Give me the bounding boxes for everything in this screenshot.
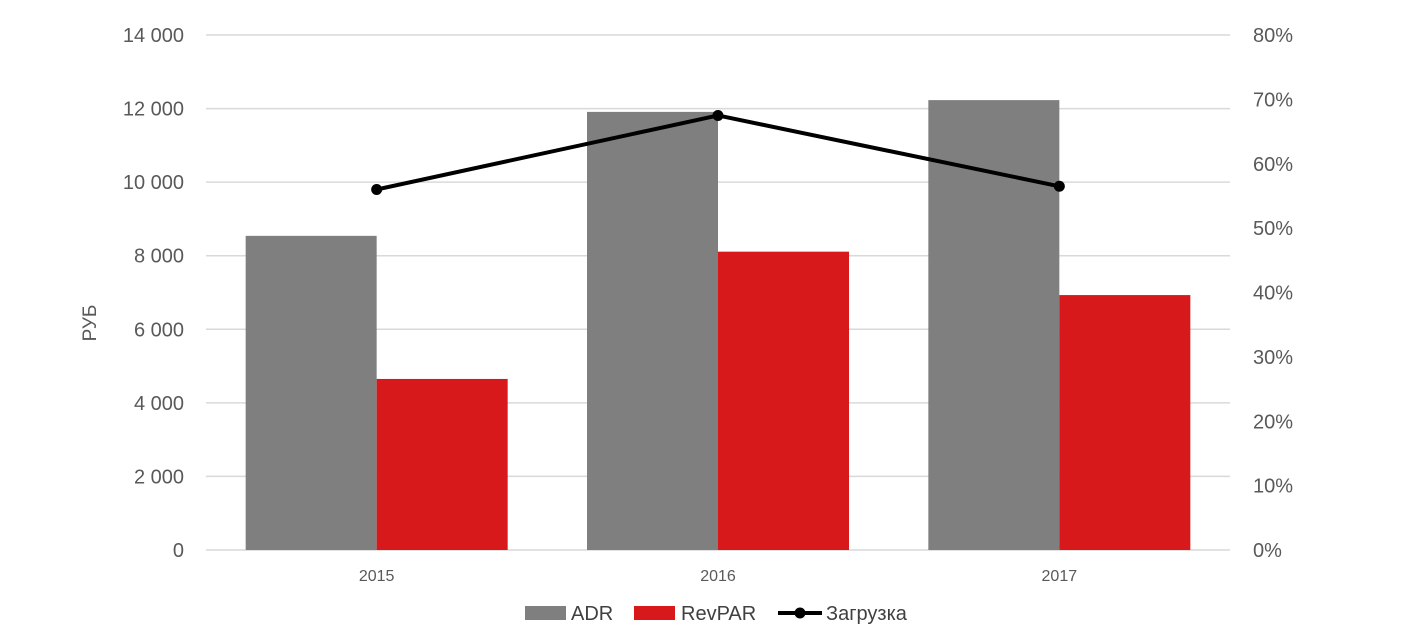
legend-swatch-adr [525, 606, 566, 620]
legend-swatch-revpar [634, 606, 675, 620]
left-axis-tick-label: 2 000 [134, 466, 184, 488]
left-axis-tick-label: 0 [173, 540, 184, 562]
right-axis-tick-label: 10% [1253, 476, 1293, 498]
left-axis-ticks: 0 2 000 4 000 6 000 8 000 10 000 12 000 14 000 [123, 25, 184, 562]
left-axis-tick-label: 6 000 [134, 319, 184, 341]
x-axis-tick-label: 2016 [700, 568, 736, 585]
left-axis-tick-label: 8 000 [134, 246, 184, 268]
right-axis-tick-label: 70% [1253, 89, 1293, 111]
right-axis-tick-label: 80% [1253, 25, 1293, 47]
legend-label: RevPAR [681, 603, 756, 625]
right-axis-tick-label: 40% [1253, 283, 1293, 305]
right-axis-tick-label: 60% [1253, 154, 1293, 176]
x-axis-tick-label: 2015 [359, 568, 395, 585]
left-axis-tick-label: 4 000 [134, 393, 184, 415]
bar-revpar-2017 [1059, 295, 1191, 550]
bar-adr-2017 [928, 100, 1060, 550]
bar-adr-2015 [245, 235, 377, 550]
legend-label: Загрузка [826, 603, 908, 625]
bars [245, 100, 1191, 551]
right-axis-tick-label: 0% [1253, 540, 1282, 562]
legend: ADR RevPAR Загрузка [525, 603, 908, 625]
bar-revpar-2015 [376, 378, 508, 550]
right-axis-tick-label: 50% [1253, 218, 1293, 240]
right-axis-ticks: 0% 10% 20% 30% 40% 50% 60% 70% 80% [1253, 25, 1293, 562]
bar-adr-2016 [587, 111, 718, 550]
left-axis-tick-label: 10 000 [123, 172, 184, 194]
right-axis-tick-label: 30% [1253, 347, 1293, 369]
bar-revpar-2016 [718, 251, 849, 551]
legend-label: ADR [571, 603, 613, 625]
left-axis-tick-label: 12 000 [123, 99, 184, 121]
y-axis-title: РУБ [80, 305, 101, 342]
x-axis-tick-label: 2017 [1042, 568, 1078, 585]
line-point [371, 184, 383, 195]
x-axis-ticks: 2015 2016 2017 [359, 568, 1077, 585]
occupancy-line-series [371, 109, 1065, 195]
left-axis-tick-label: 14 000 [123, 25, 184, 47]
right-axis-tick-label: 20% [1253, 411, 1293, 433]
line-point [1053, 180, 1065, 192]
legend-swatch-marker [794, 607, 806, 619]
line-point [712, 109, 724, 121]
